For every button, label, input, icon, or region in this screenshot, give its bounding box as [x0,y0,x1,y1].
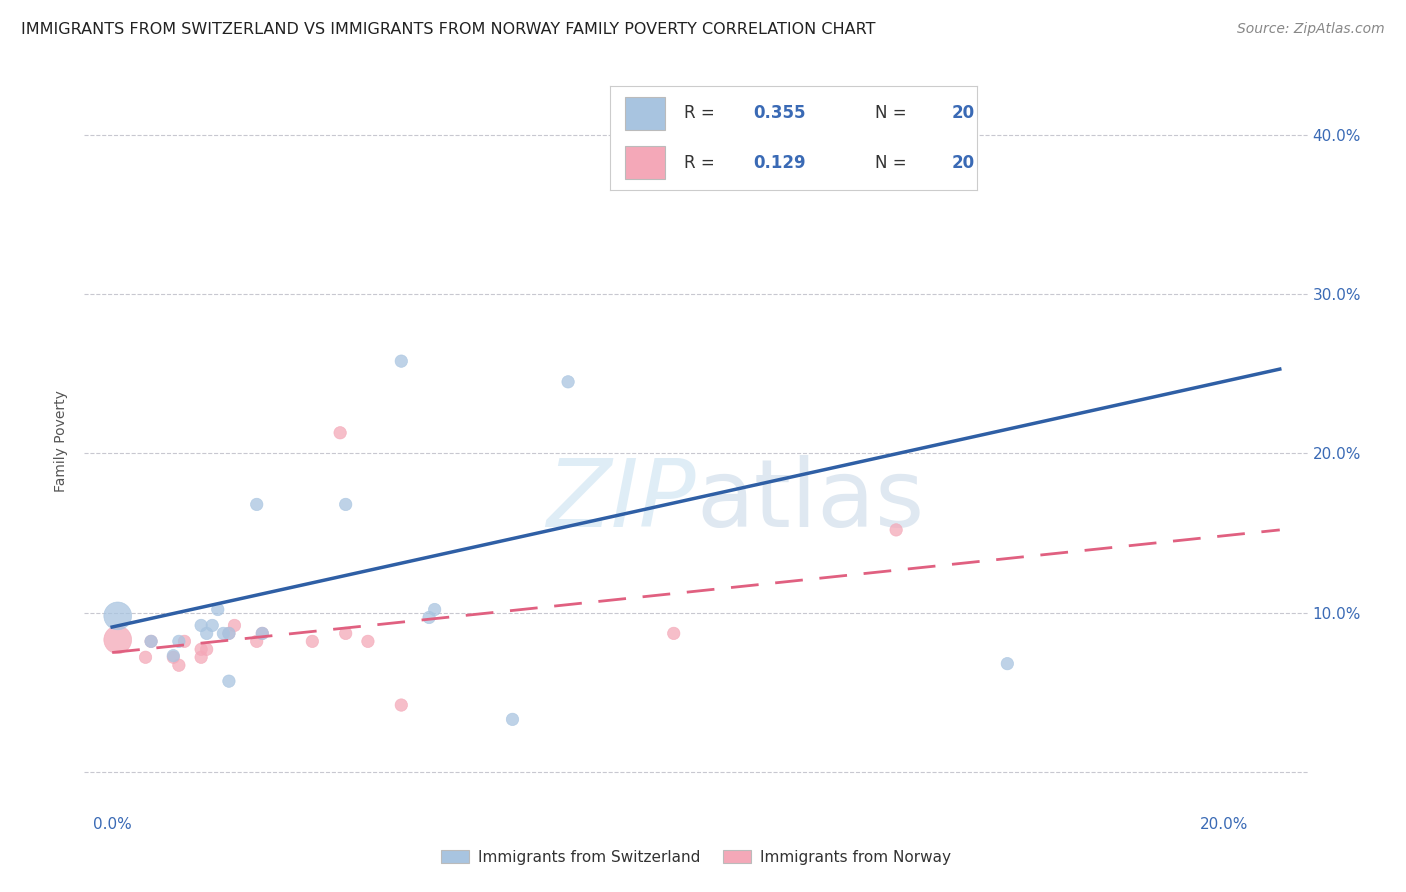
Point [218,674,240,689]
Point [167,658,190,673]
Point [195,642,218,657]
Point [195,626,218,640]
Point [190,618,212,632]
Point [252,626,274,640]
Point [335,626,357,640]
Point [884,523,907,537]
Point [173,634,195,648]
Point [212,626,235,640]
Point [335,498,357,512]
Point [107,632,129,647]
Point [418,610,440,624]
Point [207,602,229,616]
Point [224,618,246,632]
Point [301,634,323,648]
Text: Source: ZipAtlas.com: Source: ZipAtlas.com [1237,22,1385,37]
Point [423,602,446,616]
Point [139,634,162,648]
Point [167,634,190,648]
Point [329,425,352,440]
Point [162,650,184,665]
Point [662,626,685,640]
Point [218,626,240,640]
Legend: Immigrants from Switzerland, Immigrants from Norway: Immigrants from Switzerland, Immigrants … [434,844,957,871]
Point [135,650,157,665]
Text: ZIP: ZIP [547,455,696,546]
Point [139,634,162,648]
Point [246,634,269,648]
Point [190,650,212,665]
Point [246,498,269,512]
Point [107,608,129,623]
Y-axis label: Family Poverty: Family Poverty [55,391,69,492]
Point [357,634,380,648]
Point [190,642,212,657]
Point [389,354,412,368]
Point [389,698,412,712]
Point [502,712,524,726]
Text: IMMIGRANTS FROM SWITZERLAND VS IMMIGRANTS FROM NORWAY FAMILY POVERTY CORRELATION: IMMIGRANTS FROM SWITZERLAND VS IMMIGRANT… [21,22,876,37]
Point [995,657,1018,671]
Point [162,648,184,663]
Text: atlas: atlas [696,455,924,547]
Point [557,375,579,389]
Point [218,626,240,640]
Point [252,626,274,640]
Point [201,618,224,632]
